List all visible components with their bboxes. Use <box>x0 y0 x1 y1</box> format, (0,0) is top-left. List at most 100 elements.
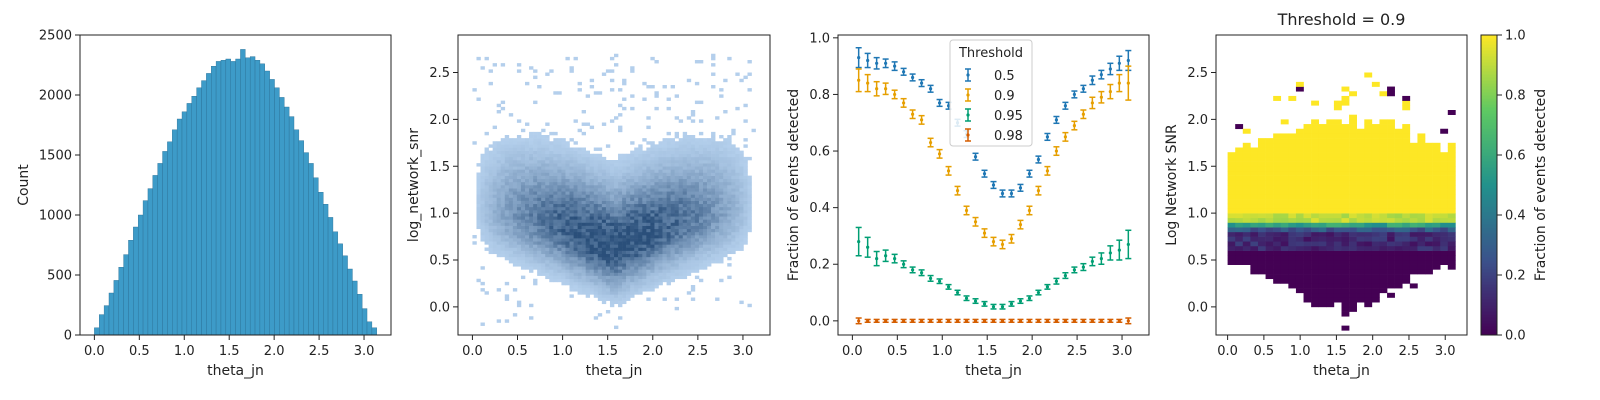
density-cell <box>694 256 700 261</box>
density-cell <box>541 228 546 233</box>
density-cell <box>512 241 518 245</box>
detection-cell <box>1447 175 1456 181</box>
density-cell <box>569 197 574 201</box>
density-cell <box>690 266 696 270</box>
density-cell <box>541 141 546 145</box>
density-cell <box>614 228 619 233</box>
density-cell <box>678 213 684 217</box>
density-cell <box>561 269 566 273</box>
detection-cell <box>1303 255 1312 261</box>
density-cell <box>537 247 542 251</box>
detection-cell <box>1333 128 1342 134</box>
density-cell <box>739 206 744 211</box>
density-cell <box>711 181 716 186</box>
density-cell <box>573 244 578 248</box>
density-cell <box>711 191 716 195</box>
density-cell <box>622 210 627 214</box>
density-cell <box>690 210 696 214</box>
density-cell <box>630 172 635 176</box>
density-cell <box>694 203 700 208</box>
density-cell <box>569 169 574 173</box>
density-cell <box>577 181 582 186</box>
detection-cell <box>1341 227 1350 233</box>
density-cell <box>678 260 684 264</box>
density-cell <box>650 153 655 158</box>
detection-cell <box>1288 208 1297 214</box>
density-cell <box>723 213 728 217</box>
density-cell <box>476 278 481 283</box>
density-cell <box>488 231 493 236</box>
density-cell <box>500 210 506 214</box>
density-cell <box>496 219 502 223</box>
density-cell <box>597 200 603 205</box>
density-cell <box>516 216 522 220</box>
density-cell <box>654 210 659 214</box>
density-cell <box>488 185 493 189</box>
y-axis-label: Log Network SNR <box>1164 124 1180 246</box>
density-cell <box>747 219 752 223</box>
colorbar-tick-label: 0.0 <box>1505 329 1526 344</box>
density-cell <box>561 156 566 161</box>
density-cell <box>626 191 631 195</box>
density-cell <box>549 175 554 180</box>
detection-cell <box>1364 302 1373 308</box>
density-cell <box>484 178 489 183</box>
density-cell <box>731 178 736 183</box>
density-cell <box>622 81 627 86</box>
density-cell <box>674 150 680 155</box>
density-cell <box>642 278 647 283</box>
detection-cell <box>1417 227 1426 233</box>
density-cell <box>690 231 696 236</box>
detection-cell <box>1364 250 1373 256</box>
density-cell <box>541 197 546 201</box>
density-cell <box>638 247 643 251</box>
detection-cell <box>1333 231 1342 237</box>
density-cell <box>573 169 578 173</box>
density-cell <box>666 106 671 111</box>
density-cell <box>666 235 671 239</box>
detection-cell <box>1402 147 1411 153</box>
density-cell <box>476 191 481 195</box>
density-cell <box>508 222 514 226</box>
detection-cell <box>1227 156 1236 162</box>
detection-cell <box>1341 156 1350 162</box>
density-cell <box>529 141 534 145</box>
density-cell <box>654 203 659 208</box>
density-cell <box>508 213 514 217</box>
histogram-bar <box>249 56 256 336</box>
x-axis-label: theta_jn <box>207 363 264 379</box>
density-cell <box>638 266 643 270</box>
density-cell <box>666 256 671 261</box>
density-cell <box>690 297 696 301</box>
colorbar-step <box>1481 317 1497 321</box>
density-cell <box>537 263 542 267</box>
density-cell <box>626 197 631 201</box>
density-cell <box>504 213 510 217</box>
detection-cell <box>1242 142 1251 148</box>
density-cell <box>674 194 680 198</box>
density-cell <box>577 160 582 164</box>
density-cell <box>549 213 554 217</box>
density-cell <box>626 285 631 289</box>
x-tick-label: 3.0 <box>1435 344 1456 359</box>
detection-cell <box>1394 138 1403 144</box>
density-cell <box>577 231 582 236</box>
density-cell <box>504 219 510 223</box>
density-cell <box>480 235 485 239</box>
density-cell <box>492 188 497 192</box>
density-cell <box>537 191 542 195</box>
density-cell <box>484 56 489 61</box>
density-cell <box>658 203 663 208</box>
histogram-bar <box>196 87 202 336</box>
density-cell <box>512 181 518 186</box>
density-cell <box>545 210 550 214</box>
density-cell <box>585 244 591 248</box>
density-cell <box>678 263 684 267</box>
density-cell <box>601 225 607 230</box>
density-cell <box>549 253 554 258</box>
detection-cell <box>1303 283 1312 289</box>
density-cell <box>646 281 651 286</box>
density-cell <box>589 175 595 180</box>
density-cell <box>743 228 748 233</box>
detection-cell <box>1235 189 1244 195</box>
